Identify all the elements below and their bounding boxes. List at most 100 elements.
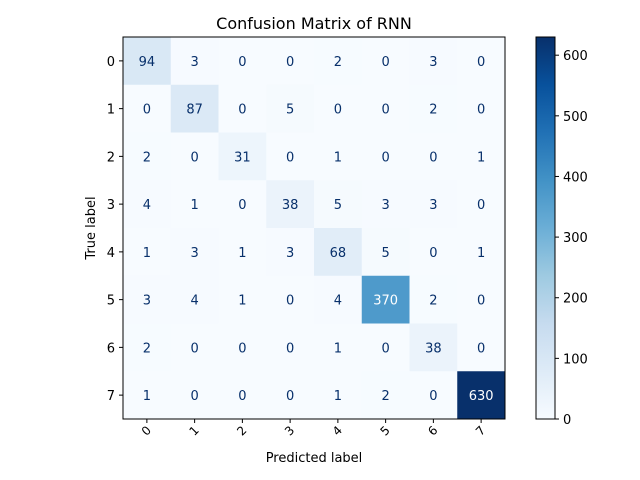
heatmap-cell — [218, 275, 267, 324]
y-tick-label: 4 — [107, 246, 115, 261]
colorbar-tick-label: 600 — [563, 49, 588, 64]
cell-value-label: 0 — [429, 150, 437, 165]
cell-value-label: 0 — [477, 198, 485, 213]
heatmap-cell — [457, 132, 506, 181]
heatmap-cell — [218, 84, 267, 133]
chart-title: Confusion Matrix of RNN — [216, 14, 412, 33]
cell-value-label: 2 — [429, 103, 437, 118]
cell-value-label: 630 — [469, 389, 494, 404]
colorbar-tick-label: 300 — [563, 231, 588, 246]
heatmap-cell — [266, 180, 315, 229]
heatmap-cell — [266, 323, 315, 372]
cell-value-label: 0 — [429, 246, 437, 261]
heatmap-cell — [218, 323, 267, 372]
cell-value-label: 0 — [143, 103, 151, 118]
cell-value-label: 0 — [477, 294, 485, 309]
heatmap-cell — [457, 84, 506, 133]
heatmap-cell — [123, 323, 172, 372]
cell-value-label: 1 — [143, 246, 151, 261]
heatmap-cell — [457, 228, 506, 277]
heatmap-cell — [457, 180, 506, 229]
cell-value-label: 0 — [190, 389, 198, 404]
cell-value-label: 38 — [282, 198, 299, 213]
cell-value-label: 0 — [286, 341, 294, 356]
heatmap-cell — [409, 37, 458, 86]
cell-value-label: 0 — [238, 341, 246, 356]
heatmap-cell — [123, 275, 172, 324]
cell-value-label: 0 — [190, 150, 198, 165]
colorbar-tick-label: 500 — [563, 110, 588, 125]
colorbar-tick-label: 0 — [563, 413, 571, 428]
cell-value-label: 1 — [477, 246, 485, 261]
heatmap-cell — [457, 371, 506, 420]
heatmap-cell — [361, 275, 410, 324]
cell-value-label: 4 — [190, 294, 198, 309]
cell-value-label: 2 — [143, 150, 151, 165]
cell-value-label: 3 — [429, 55, 437, 70]
heatmap-cell — [361, 371, 410, 420]
cell-value-label: 0 — [381, 150, 389, 165]
y-axis-label: True label — [84, 196, 99, 260]
heatmap-cell — [266, 37, 315, 86]
cell-value-label: 31 — [234, 150, 251, 165]
cell-value-label: 3 — [286, 246, 294, 261]
heatmap-cell — [170, 371, 219, 420]
y-tick-label: 6 — [107, 341, 115, 356]
heatmap-cell — [409, 228, 458, 277]
cell-value-label: 5 — [286, 103, 294, 118]
heatmap-cell — [170, 37, 219, 86]
y-tick-label: 3 — [107, 198, 115, 213]
heatmap-cell — [314, 371, 363, 420]
cell-value-label: 0 — [477, 55, 485, 70]
cell-value-labels: 94 3 0 0 2 0 3 00 87 0 5 0 0 2 02 0 31 0 1 0 0 14 1 0 38 5 3 3 01 3 1 3… — [139, 55, 494, 404]
heatmap-cell — [218, 180, 267, 229]
cell-value-label: 0 — [190, 341, 198, 356]
cell-value-label: 0 — [381, 55, 389, 70]
cell-value-label: 0 — [286, 294, 294, 309]
cell-value-label: 4 — [334, 294, 342, 309]
heatmap-cell — [123, 37, 172, 86]
heatmap-cell — [361, 84, 410, 133]
cell-value-label: 2 — [381, 389, 389, 404]
plot-frame — [122, 36, 506, 420]
y-tick-label: 7 — [107, 389, 115, 404]
heatmap-cell — [170, 228, 219, 277]
heatmap-cell — [409, 180, 458, 229]
heatmap-cell — [123, 132, 172, 181]
heatmap-cell — [266, 275, 315, 324]
cell-value-label: 1 — [477, 150, 485, 165]
cell-value-label: 2 — [143, 341, 151, 356]
heatmap-cell — [361, 323, 410, 372]
heatmap-cell — [314, 228, 363, 277]
heatmap-cell — [361, 180, 410, 229]
heatmap-cell — [266, 132, 315, 181]
cell-value-label: 3 — [190, 246, 198, 261]
heatmap-cell — [170, 84, 219, 133]
cell-value-label: 1 — [334, 150, 342, 165]
cell-value-label: 1 — [334, 389, 342, 404]
cell-value-label: 0 — [238, 198, 246, 213]
heatmap-cell — [314, 84, 363, 133]
heatmap-cell — [170, 180, 219, 229]
colorbar — [535, 36, 556, 420]
heatmap-cell — [218, 37, 267, 86]
colorbar-ticks: 0 100 200 300 400 500 600 — [555, 49, 588, 428]
heatmap-cell — [266, 84, 315, 133]
heatmap-cell — [266, 228, 315, 277]
colorbar-tick-label: 400 — [563, 170, 588, 185]
cell-value-label: 3 — [381, 198, 389, 213]
cell-value-label: 87 — [186, 103, 203, 118]
cell-value-label: 0 — [286, 150, 294, 165]
heatmap-cell — [457, 37, 506, 86]
cell-value-label: 0 — [477, 103, 485, 118]
heatmap-cell — [314, 37, 363, 86]
y-tick-label: 0 — [107, 55, 115, 70]
heatmap-cell — [123, 84, 172, 133]
heatmap-cell — [409, 84, 458, 133]
cell-value-label: 0 — [477, 341, 485, 356]
x-axis-label: Predicted label — [266, 451, 363, 466]
cell-value-label: 0 — [286, 389, 294, 404]
heatmap-cell — [170, 275, 219, 324]
heatmap-cell — [314, 132, 363, 181]
